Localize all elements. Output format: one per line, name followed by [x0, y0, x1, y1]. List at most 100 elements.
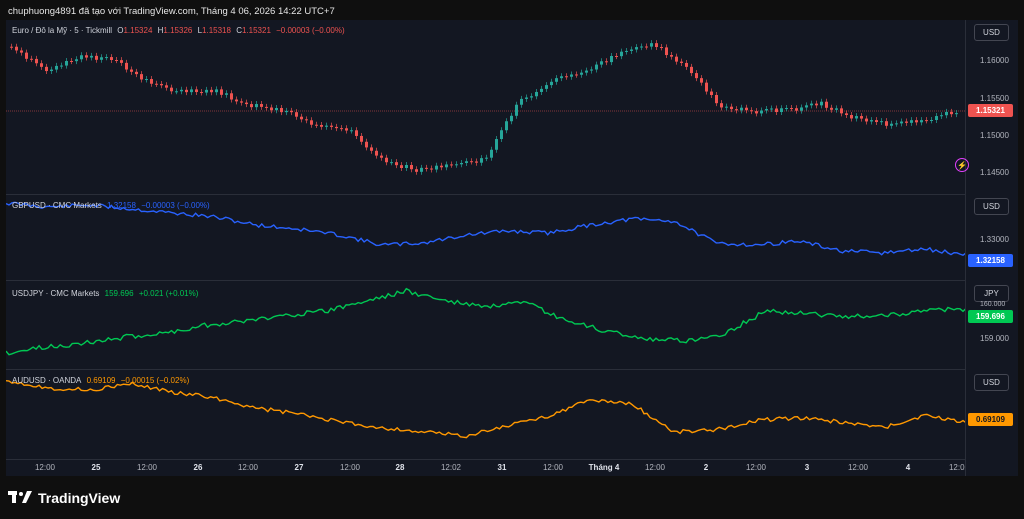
- time-label: 12:00: [339, 463, 361, 472]
- flash-icon[interactable]: ⚡: [955, 158, 969, 172]
- candle-body: [910, 120, 913, 123]
- legend-gbpusd: GBPUSD · CMC Markets 1.32158 −0.00003 (−…: [12, 201, 213, 210]
- symbol-name: USDJPY · CMC Markets: [12, 289, 100, 298]
- time-label: 3: [804, 463, 810, 472]
- currency-button-eurusd[interactable]: USD: [974, 24, 1009, 41]
- time-label: 12:02: [948, 463, 970, 472]
- symbol-name: AUDUSD · OANDA: [12, 376, 82, 385]
- time-axis[interactable]: 12:00 25 12:00 26 12:00 27 12:00 28 12:02 31 12:00…: [6, 459, 970, 477]
- candle-body: [115, 60, 118, 62]
- candle-body: [355, 130, 358, 136]
- price-tick: 1.15500: [980, 94, 1009, 103]
- candle-body: [575, 74, 578, 76]
- candle-body: [80, 55, 83, 60]
- currency-button-gbpusd[interactable]: USD: [974, 198, 1009, 215]
- candle-body: [710, 91, 713, 96]
- candle-body: [625, 50, 628, 52]
- candle-body: [870, 120, 873, 122]
- candle-body: [365, 141, 368, 148]
- pane-divider[interactable]: [6, 280, 1018, 281]
- candle-body: [750, 110, 753, 112]
- candle-body: [105, 57, 108, 59]
- candle-body: [455, 164, 458, 166]
- time-label: 27: [294, 463, 304, 472]
- pane-usdjpy[interactable]: USDJPY · CMC Markets 159.696 +0.021 (+0.…: [6, 281, 1018, 369]
- candle-body: [325, 125, 328, 127]
- candle-body: [895, 123, 898, 125]
- high-value: 1.15326: [163, 26, 193, 35]
- candle-body: [190, 89, 193, 93]
- candle-body: [605, 61, 608, 63]
- price-axis[interactable]: USD 1.16000 1.15500 1.15321 1.15000 1.14…: [965, 20, 1018, 476]
- candle-body: [45, 66, 48, 72]
- candle-body: [930, 120, 933, 122]
- candle-body: [580, 72, 583, 75]
- candle-body: [485, 157, 488, 159]
- candle-body: [880, 121, 883, 123]
- candle-body: [950, 111, 953, 115]
- price-tick: 1.16000: [980, 56, 1009, 65]
- last-price-tag-audusd: 0.69109: [968, 413, 1013, 426]
- candle-body: [735, 109, 738, 111]
- brand: TradingView: [8, 490, 120, 506]
- price-tick: 1.33000: [980, 235, 1009, 244]
- candle-body: [135, 71, 138, 75]
- currency-button-usdjpy[interactable]: JPY: [974, 285, 1009, 302]
- candle-body: [40, 63, 43, 67]
- candle-body: [340, 128, 343, 130]
- time-label: 12:00: [237, 463, 259, 472]
- time-label: 25: [91, 463, 101, 472]
- snapshot-header: chuphuong4891 đã tạo với TradingView.com…: [8, 6, 335, 17]
- candle-body: [475, 161, 478, 163]
- candle-body: [205, 89, 208, 93]
- currency-button-audusd[interactable]: USD: [974, 374, 1009, 391]
- pane-divider[interactable]: [6, 369, 1018, 370]
- candle-body: [840, 108, 843, 114]
- candle-body: [855, 116, 858, 119]
- candle-body: [885, 121, 888, 126]
- candle-body: [410, 165, 413, 170]
- candle-body: [825, 101, 828, 108]
- price-tick: 159.000: [980, 334, 1009, 343]
- candle-body: [265, 106, 268, 108]
- pane-gbpusd[interactable]: GBPUSD · CMC Markets 1.32158 −0.00003 (−…: [6, 195, 1018, 280]
- candle-body: [690, 66, 693, 74]
- candle-body: [845, 113, 848, 116]
- candle-body: [130, 69, 133, 72]
- candle-body: [850, 115, 853, 119]
- candle-body: [335, 126, 338, 129]
- candle-body: [350, 130, 353, 132]
- candle-body: [795, 108, 798, 111]
- close-label: C: [236, 26, 242, 35]
- candle-body: [510, 115, 513, 122]
- last-price-tag-usdjpy: 159.696: [968, 310, 1013, 323]
- pane-eurusd[interactable]: Euro / Đô la Mỹ · 5 · Tickmill O1.15324 …: [6, 20, 1018, 194]
- candle-body: [935, 116, 938, 121]
- candle-body: [555, 78, 558, 82]
- candle-body: [150, 79, 153, 84]
- open-label: O: [117, 26, 124, 35]
- audusd-line: [6, 380, 966, 439]
- pane-audusd[interactable]: AUDUSD · OANDA 0.69109 −0.00015 (−0.02%): [6, 370, 1018, 459]
- candle-body: [465, 161, 468, 163]
- candle-body: [745, 107, 748, 111]
- candle-body: [595, 64, 598, 70]
- candle-body: [370, 147, 373, 151]
- candle-body: [615, 55, 618, 57]
- candle-body: [700, 78, 703, 83]
- legend-eurusd: Euro / Đô la Mỹ · 5 · Tickmill O1.15324 …: [12, 26, 348, 35]
- last-price-tag-gbpusd: 1.32158: [968, 254, 1013, 267]
- pane-divider[interactable]: [6, 194, 1018, 195]
- candle-body: [770, 108, 773, 110]
- candle-body: [415, 169, 418, 172]
- candle-body: [755, 111, 758, 114]
- symbol-name: Euro / Đô la Mỹ · 5 · Tickmill: [12, 26, 113, 35]
- candle-body: [395, 162, 398, 166]
- change-value: −0.00003 (−0.00%): [141, 201, 210, 210]
- candle-body: [470, 161, 473, 163]
- chart-frame[interactable]: Euro / Đô la Mỹ · 5 · Tickmill O1.15324 …: [6, 20, 1018, 476]
- candle-body: [460, 162, 463, 165]
- candle-body: [535, 91, 538, 97]
- candle-body: [255, 104, 258, 108]
- price-tick: 160.000: [980, 301, 1006, 308]
